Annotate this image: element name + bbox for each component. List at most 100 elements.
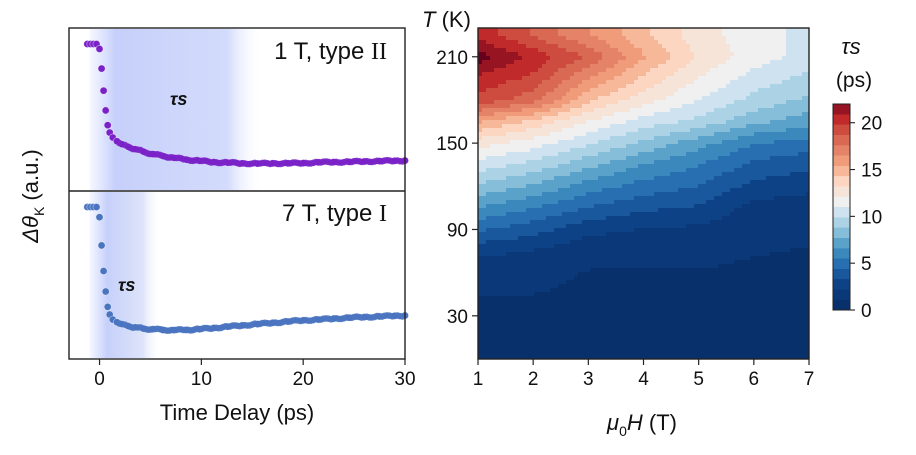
heatmap-cell <box>626 348 631 353</box>
heatmap-cell <box>506 204 511 209</box>
heatmap-cell <box>566 248 571 253</box>
heatmap-cell <box>698 72 703 77</box>
heatmap-cell <box>622 244 627 249</box>
heatmap-cell <box>610 120 615 125</box>
heatmap-cell <box>522 248 527 253</box>
heatmap-cell <box>546 84 551 89</box>
heatmap-cell <box>646 36 651 41</box>
heatmap-cell <box>582 164 587 169</box>
heatmap-cell <box>702 148 707 153</box>
heatmap-cell <box>634 104 639 109</box>
heatmap-cell <box>582 308 587 313</box>
heatmap-cell <box>506 248 511 253</box>
heatmap-cell <box>522 164 527 169</box>
heatmap-cell <box>654 312 659 317</box>
heatmap-cell <box>654 248 659 253</box>
heatmap-cell <box>618 148 623 153</box>
heatmap-cell <box>614 192 619 197</box>
heatmap-cell <box>502 104 507 109</box>
heatmap-cell <box>586 232 591 237</box>
heatmap-cell <box>698 132 703 137</box>
heatmap-cell <box>558 272 563 277</box>
heatmap-cell <box>662 356 667 361</box>
heatmap-cell <box>558 248 563 253</box>
heatmap-cell <box>562 188 567 193</box>
heatmap-cell <box>510 88 515 93</box>
heatmap-cell <box>498 60 503 65</box>
heatmap-cell <box>558 136 563 141</box>
heatmap-cell <box>606 96 611 101</box>
heatmap-cell <box>690 108 695 113</box>
heatmap-cell <box>702 116 707 121</box>
heatmap-cell <box>654 56 659 61</box>
heatmap-cell <box>530 128 535 133</box>
heatmap-cell <box>650 32 655 37</box>
heatmap-cell <box>694 344 699 349</box>
heatmap-cell <box>498 156 503 161</box>
heatmap-cell <box>622 144 627 149</box>
heatmap-cell <box>582 264 587 269</box>
heatmap-cell <box>498 88 503 93</box>
heatmap-cell <box>654 320 659 325</box>
heatmap-cell <box>686 356 691 361</box>
heatmap-cell <box>698 248 703 253</box>
heatmap-cell <box>578 76 583 81</box>
heatmap-cell <box>502 264 507 269</box>
heatmap-cell <box>534 232 539 237</box>
heatmap-cell <box>602 188 607 193</box>
heatmap-cell <box>574 228 579 233</box>
heatmap-cell <box>522 276 527 281</box>
heatmap-cell <box>506 124 511 129</box>
heatmap-cell <box>658 204 663 209</box>
heatmap-cell <box>658 284 663 289</box>
heatmap-cell <box>558 100 563 105</box>
heatmap-cell <box>654 208 659 213</box>
heatmap-cell <box>590 276 595 281</box>
heatmap-cell <box>630 252 635 257</box>
heatmap-cell <box>546 116 551 121</box>
heatmap-cell <box>534 276 539 281</box>
heatmap-cell <box>530 288 535 293</box>
heatmap-cell <box>558 132 563 137</box>
heatmap-cell <box>530 192 535 197</box>
heatmap-cell <box>570 196 575 201</box>
heatmap-cell <box>650 188 655 193</box>
heatmap-cell <box>562 320 567 325</box>
heatmap-cell <box>678 316 683 321</box>
heatmap-cell <box>546 320 551 325</box>
heatmap-cell <box>630 40 635 45</box>
heatmap-cell <box>674 168 679 173</box>
heatmap-cell <box>666 208 671 213</box>
heatmap-cell <box>598 228 603 233</box>
heatmap-cell <box>642 32 647 37</box>
heatmap-cell <box>582 60 587 65</box>
heatmap-cell <box>490 80 495 85</box>
heatmap-cell <box>582 116 587 121</box>
heatmap-cell <box>554 148 559 153</box>
heatmap-cell <box>594 264 599 269</box>
heatmap-cell <box>566 116 571 121</box>
heatmap-cell <box>506 276 511 281</box>
heatmap-cell <box>498 280 503 285</box>
heatmap-cell <box>638 44 643 49</box>
heatmap-cell <box>622 264 627 269</box>
heatmap-cell <box>658 348 663 353</box>
heatmap-cell <box>590 184 595 189</box>
heatmap-cell <box>558 316 563 321</box>
heatmap-cell <box>534 184 539 189</box>
heatmap-cell <box>514 316 519 321</box>
heatmap-cell <box>530 156 535 161</box>
heatmap-cell <box>670 140 675 145</box>
heatmap-cell <box>634 116 639 121</box>
heatmap-cell <box>582 276 587 281</box>
heatmap-cell <box>514 292 519 297</box>
heatmap-cell <box>634 260 639 265</box>
heatmap-cell <box>518 92 523 97</box>
heatmap-cell <box>666 260 671 265</box>
heatmap-cell <box>582 72 587 77</box>
heatmap-cell <box>498 328 503 333</box>
heatmap-cell <box>566 60 571 65</box>
heatmap-cell <box>550 124 555 129</box>
heatmap-cell <box>558 232 563 237</box>
heatmap-cell <box>538 132 543 137</box>
